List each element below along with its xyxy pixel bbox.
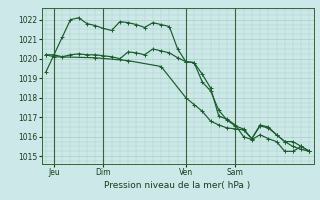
X-axis label: Pression niveau de la mer( hPa ): Pression niveau de la mer( hPa ) [104, 181, 251, 190]
